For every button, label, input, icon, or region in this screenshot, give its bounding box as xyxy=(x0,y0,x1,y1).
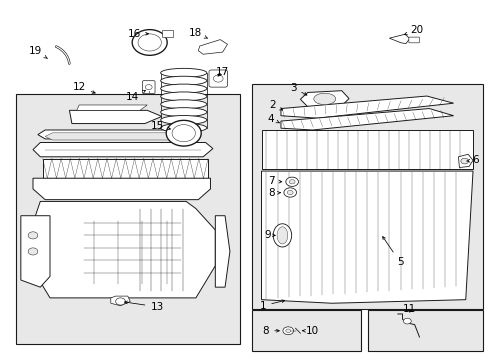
Circle shape xyxy=(283,327,293,335)
Circle shape xyxy=(138,34,161,51)
Bar xyxy=(16,94,239,344)
Polygon shape xyxy=(261,171,472,303)
Ellipse shape xyxy=(160,84,206,93)
Ellipse shape xyxy=(160,92,206,101)
Polygon shape xyxy=(69,111,162,123)
Circle shape xyxy=(28,232,38,239)
Polygon shape xyxy=(30,202,215,298)
Ellipse shape xyxy=(160,68,206,77)
Polygon shape xyxy=(45,133,181,140)
Polygon shape xyxy=(458,154,472,167)
Circle shape xyxy=(460,158,468,164)
Text: 15: 15 xyxy=(150,121,170,131)
Polygon shape xyxy=(198,40,227,54)
Ellipse shape xyxy=(160,108,206,117)
Polygon shape xyxy=(111,296,130,306)
Text: 11: 11 xyxy=(403,303,416,314)
Bar xyxy=(251,310,361,351)
Ellipse shape xyxy=(160,100,206,109)
Text: 14: 14 xyxy=(126,90,145,102)
Polygon shape xyxy=(215,216,229,287)
Polygon shape xyxy=(77,105,147,111)
Circle shape xyxy=(166,120,201,146)
Circle shape xyxy=(288,180,294,184)
Text: 10: 10 xyxy=(302,326,319,336)
Ellipse shape xyxy=(160,123,206,132)
Circle shape xyxy=(284,188,296,197)
Circle shape xyxy=(285,177,298,186)
Ellipse shape xyxy=(277,227,287,244)
Circle shape xyxy=(172,125,195,142)
FancyBboxPatch shape xyxy=(162,30,173,37)
Circle shape xyxy=(132,30,167,55)
Text: 20: 20 xyxy=(404,25,423,35)
Text: 2: 2 xyxy=(269,100,282,110)
Polygon shape xyxy=(42,158,207,178)
Text: 12: 12 xyxy=(72,82,95,93)
Circle shape xyxy=(145,85,152,90)
Text: 1: 1 xyxy=(259,300,284,311)
Polygon shape xyxy=(33,178,210,200)
Text: 4: 4 xyxy=(267,114,279,124)
Circle shape xyxy=(287,190,292,195)
Circle shape xyxy=(285,329,290,333)
Circle shape xyxy=(403,318,410,324)
FancyBboxPatch shape xyxy=(408,37,419,43)
FancyBboxPatch shape xyxy=(142,81,155,94)
Ellipse shape xyxy=(160,116,206,125)
Bar xyxy=(368,310,482,351)
Polygon shape xyxy=(300,91,348,107)
Text: 13: 13 xyxy=(124,301,163,312)
Circle shape xyxy=(213,75,223,82)
Circle shape xyxy=(116,298,125,305)
Polygon shape xyxy=(33,143,212,157)
Polygon shape xyxy=(281,109,453,130)
Polygon shape xyxy=(388,34,409,44)
Ellipse shape xyxy=(160,76,206,85)
Text: 6: 6 xyxy=(466,156,478,165)
Text: 8: 8 xyxy=(267,188,280,198)
Text: 18: 18 xyxy=(189,28,207,39)
Text: 5: 5 xyxy=(382,237,403,267)
Polygon shape xyxy=(281,96,453,118)
Text: 19: 19 xyxy=(29,46,47,58)
Ellipse shape xyxy=(313,93,335,105)
Text: 3: 3 xyxy=(289,83,306,95)
Text: 16: 16 xyxy=(127,29,148,39)
Text: 7: 7 xyxy=(267,176,281,186)
Text: 17: 17 xyxy=(216,67,229,77)
Bar xyxy=(251,84,482,309)
Text: 8: 8 xyxy=(262,326,279,336)
Polygon shape xyxy=(38,130,188,139)
Polygon shape xyxy=(261,130,472,169)
FancyBboxPatch shape xyxy=(208,70,227,87)
Circle shape xyxy=(28,248,38,255)
Text: 9: 9 xyxy=(264,230,275,240)
Polygon shape xyxy=(21,216,50,287)
Ellipse shape xyxy=(273,224,291,247)
